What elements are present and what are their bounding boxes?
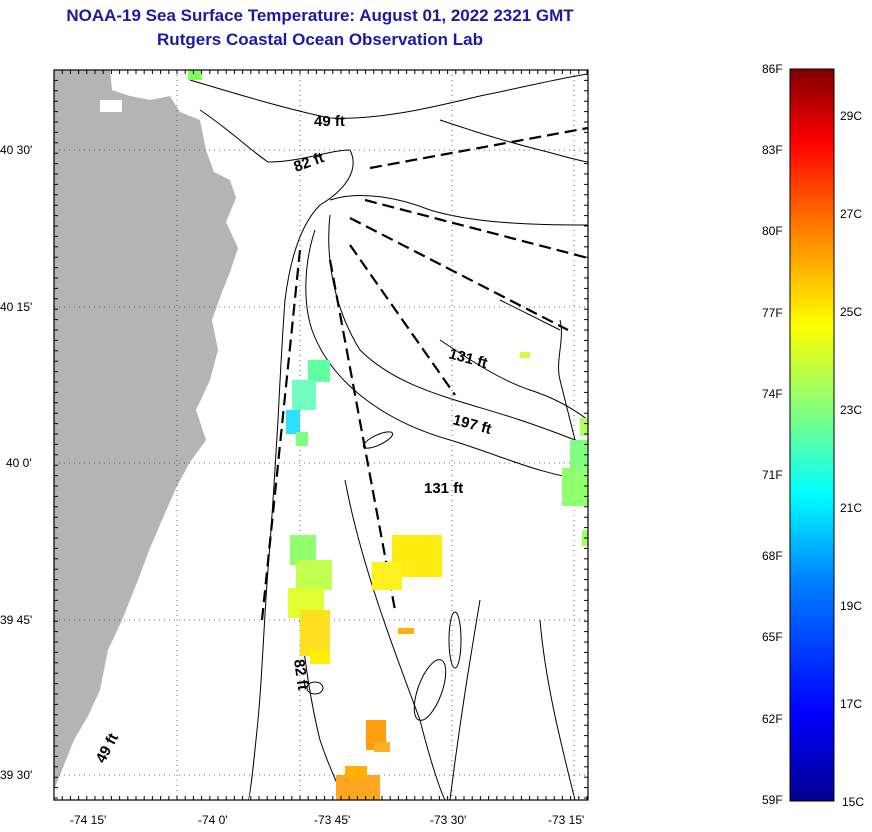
- lon-label: -73 45': [314, 813, 350, 827]
- land-patch: [58, 260, 68, 268]
- colorbar-f-label: 74F: [762, 387, 783, 401]
- lat-label: 40 30': [0, 143, 32, 157]
- lat-label: 40 15': [0, 300, 32, 314]
- colorbar-f-label: 83F: [762, 143, 783, 157]
- land-patch: [100, 100, 122, 112]
- colorbar-f-label: 62F: [762, 712, 783, 726]
- map-subtitle: Rutgers Coastal Ocean Observation Lab: [157, 30, 483, 49]
- land-mass: [54, 70, 238, 790]
- colorbar-c-label: 27C: [840, 207, 862, 221]
- colorbar-c-label: 17C: [840, 697, 862, 711]
- lat-label: 40 0': [6, 456, 32, 470]
- lon-label: -74 15': [70, 813, 106, 827]
- colorbar-c-label: 15C: [842, 795, 864, 809]
- colorbar-c-label: 23C: [840, 403, 862, 417]
- lat-label: 39 30': [0, 768, 32, 782]
- lon-label: -73 15': [548, 813, 584, 827]
- sst-patches: [188, 70, 588, 800]
- colorbar-f-label: 65F: [762, 630, 783, 644]
- colorbar-c-label: 29C: [840, 109, 862, 123]
- depth-label: 82 ft: [290, 658, 311, 691]
- colorbar-c-label: 25C: [840, 305, 862, 319]
- map-frame: [53, 69, 589, 801]
- lon-label: -73 30': [430, 813, 466, 827]
- colorbar-f-label: 59F: [762, 793, 783, 807]
- colorbar-f-label: 77F: [762, 306, 783, 320]
- colorbar-f-label: 68F: [762, 549, 783, 563]
- lat-label: 39 45': [0, 613, 32, 627]
- depth-label: 49 ft: [314, 113, 345, 130]
- colorbar-c-label: 19C: [840, 599, 862, 613]
- colorbar-c-label: 21C: [840, 501, 862, 515]
- colorbar-gradient: [789, 68, 835, 802]
- colorbar-f-label: 80F: [762, 224, 783, 238]
- depth-label: 131 ft: [424, 480, 463, 497]
- colorbar-f-label: 71F: [762, 468, 783, 482]
- colorbar-f-label: 86F: [762, 62, 783, 76]
- map-title: NOAA-19 Sea Surface Temperature: August …: [66, 6, 574, 25]
- lon-label: -74 0': [198, 813, 228, 827]
- shipping-lanes: [260, 126, 588, 621]
